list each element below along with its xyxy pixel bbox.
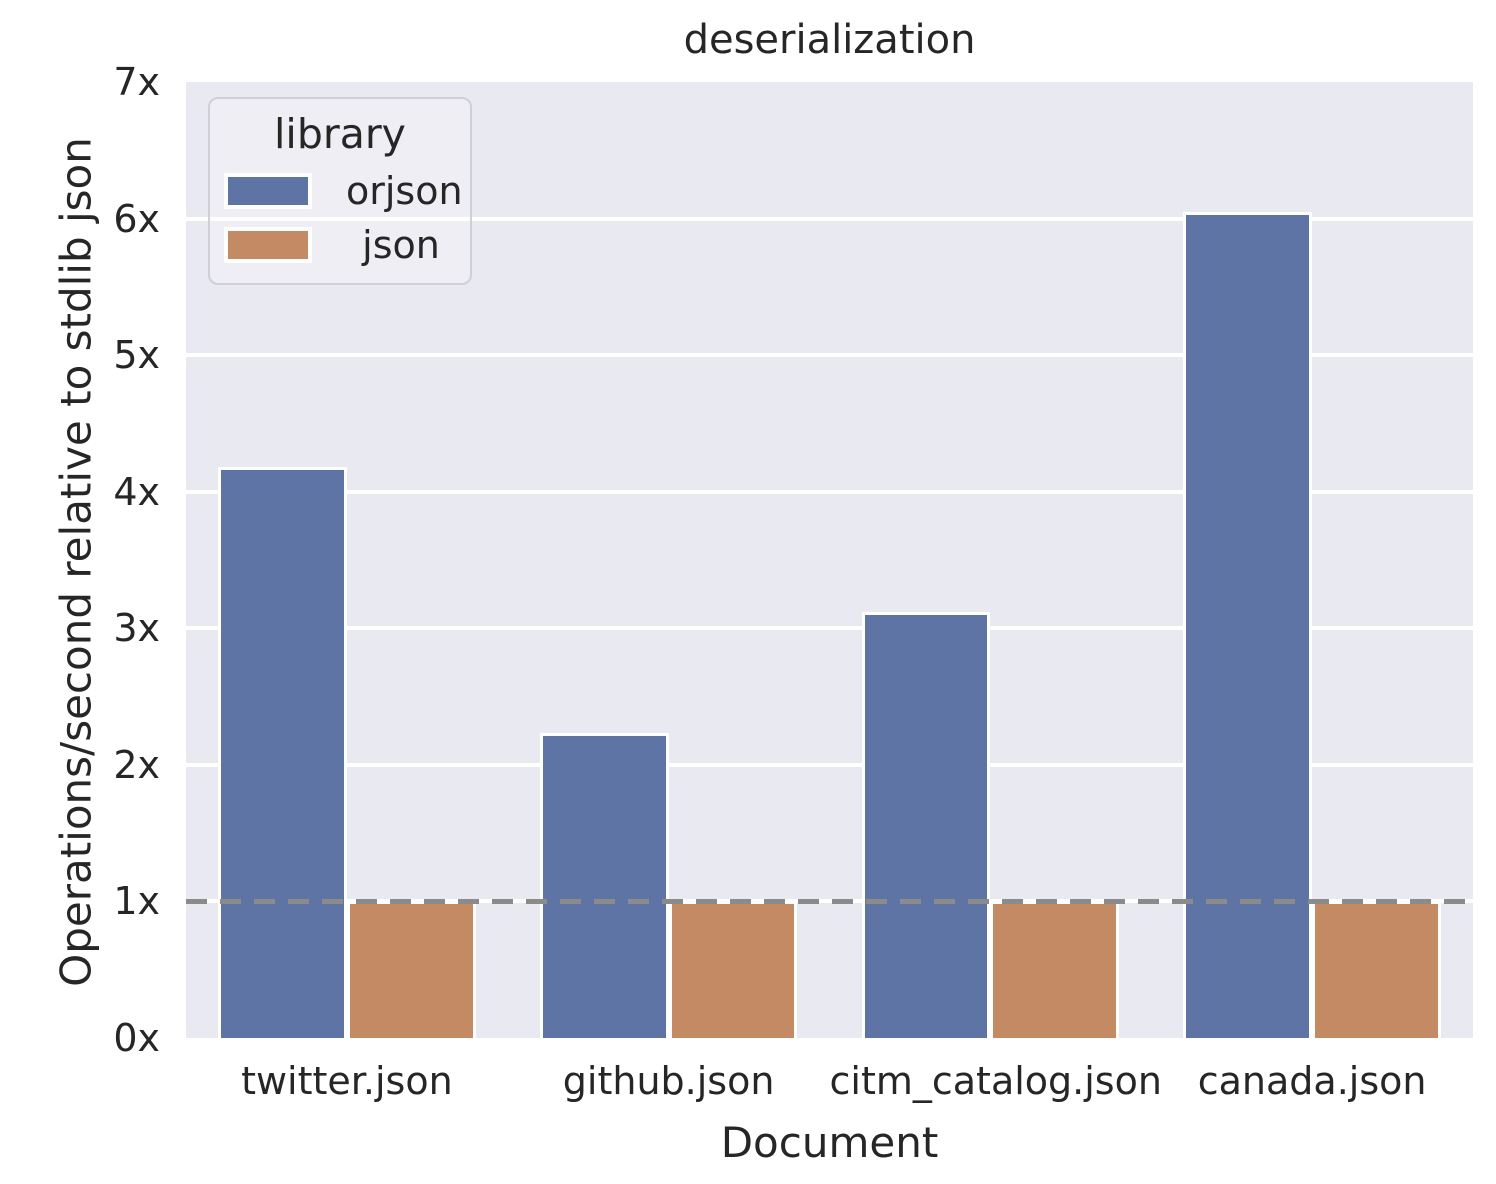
- bar-group-canada.json: [1151, 82, 1473, 1038]
- xtick-canada.json: canada.json: [1197, 1059, 1427, 1103]
- reference-line-1x: [186, 898, 1473, 904]
- gridline-6x: [186, 216, 1473, 221]
- bar-orjson-twitter.json: [218, 467, 347, 1038]
- ytick-5x: 5x: [113, 333, 160, 378]
- legend-title: library: [274, 110, 406, 158]
- ytick-6x: 6x: [113, 196, 160, 241]
- chart-title: deserialization: [683, 17, 976, 63]
- bar-group-twitter.json: [186, 82, 508, 1038]
- legend-item-json: json: [224, 223, 456, 267]
- ytick-0x: 0x: [113, 1016, 160, 1060]
- plot-area: library orjson json: [186, 82, 1473, 1038]
- legend: library orjson json: [208, 97, 472, 285]
- bar-orjson-citm_catalog.json: [861, 611, 991, 1038]
- gridline-3x: [186, 626, 1473, 631]
- x-axis-label: Document: [720, 1118, 939, 1167]
- bar-json-citm_catalog.json: [990, 901, 1120, 1038]
- legend-swatch-json: [224, 227, 312, 263]
- bar-json-canada.json: [1312, 901, 1441, 1038]
- legend-label-json: json: [362, 223, 440, 267]
- bar-group-github.json: [508, 82, 830, 1038]
- gridline-2x: [186, 762, 1473, 767]
- legend-swatch-orjson: [224, 173, 312, 209]
- gridline-4x: [186, 489, 1473, 494]
- ytick-4x: 4x: [113, 469, 160, 514]
- ytick-3x: 3x: [113, 606, 160, 651]
- y-axis-label: Operations/second relative to stdlib jso…: [51, 137, 101, 987]
- bar-json-twitter.json: [346, 901, 476, 1038]
- legend-label-orjson: orjson: [346, 169, 463, 213]
- ytick-1x: 1x: [113, 879, 160, 924]
- bar-orjson-github.json: [539, 733, 669, 1038]
- bar-orjson-canada.json: [1183, 211, 1313, 1038]
- xtick-github.json: github.json: [562, 1059, 775, 1103]
- ytick-2x: 2x: [113, 742, 160, 787]
- ytick-7x: 7x: [113, 60, 160, 104]
- bar-group-citm_catalog.json: [830, 82, 1152, 1038]
- xtick-citm_catalog.json: citm_catalog.json: [829, 1059, 1162, 1103]
- bar-json-github.json: [668, 901, 798, 1038]
- legend-items: orjson json: [224, 169, 463, 267]
- gridline-5x: [186, 353, 1473, 358]
- legend-item-orjson: orjson: [224, 169, 463, 213]
- xtick-twitter.json: twitter.json: [241, 1059, 453, 1103]
